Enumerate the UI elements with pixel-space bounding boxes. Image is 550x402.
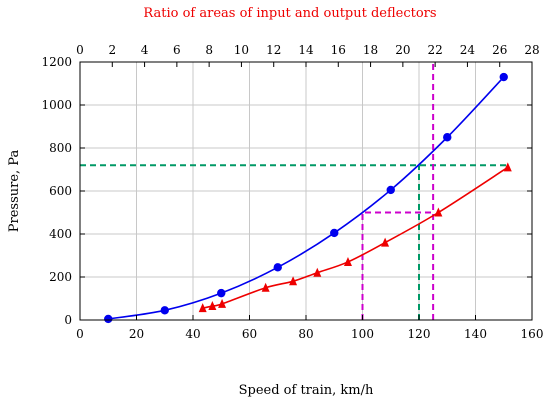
x-tick-label: 0 [76, 327, 84, 341]
top-tick-label: 18 [363, 43, 378, 57]
y-tick-label: 200 [49, 270, 72, 284]
x-tick-label: 120 [408, 327, 431, 341]
top-tick-label: 24 [460, 43, 476, 57]
tick-labels: 0 20 40 60 80 100 120 140 1600200400600800100012… [41, 43, 543, 341]
reference-lines [80, 62, 507, 320]
y-tick-label: 0 [64, 313, 72, 327]
y-tick-label: 600 [49, 184, 72, 198]
x-tick-label: 140 [464, 327, 487, 341]
top-tick-label: 12 [266, 43, 281, 57]
series-1-point [443, 133, 452, 142]
top-tick-label: 22 [428, 43, 443, 57]
x-tick-label: 100 [351, 327, 374, 341]
top-tick-label: 16 [331, 43, 346, 57]
series-1-point [104, 314, 113, 324]
top-tick-label: 4 [141, 43, 149, 57]
series-line-2 [202, 166, 509, 309]
top-axis-title: Ratio of areas of input and output defle… [143, 6, 436, 21]
series-1-point [273, 263, 282, 272]
top-tick-label: 20 [395, 43, 410, 57]
series-2-point [289, 276, 298, 286]
x-axis-title: Speed of train, km/h [239, 383, 374, 398]
series-2-point [503, 162, 512, 172]
series-1-point [330, 228, 339, 238]
y-tick-label: 1000 [41, 98, 72, 112]
x-tick-label: 60 [242, 327, 257, 341]
series-2-point [381, 237, 390, 247]
top-tick-label: 0 [76, 43, 84, 57]
y-axis-title: Pressure, Pa [7, 150, 22, 233]
series-2-point [434, 207, 443, 217]
series-2-point [198, 303, 207, 313]
x-tick-label: 160 [521, 327, 544, 341]
series-1-point [217, 288, 226, 298]
series-1-point [499, 72, 508, 82]
y-tick-label: 1200 [41, 55, 72, 69]
top-tick-label: 14 [298, 43, 314, 57]
series-1-point [160, 306, 169, 315]
y-tick-label: 400 [49, 227, 72, 241]
top-tick-label: 8 [205, 43, 213, 57]
series-1-point [386, 185, 395, 195]
series-layer [104, 72, 512, 324]
top-tick-label: 2 [108, 43, 116, 57]
top-tick-label: 10 [234, 43, 249, 57]
x-tick-label: 20 [129, 327, 144, 341]
x-tick-label: 80 [298, 327, 313, 341]
reference-line [361, 211, 434, 320]
grid [80, 62, 532, 320]
top-tick-label: 26 [492, 43, 507, 57]
series-2-point [261, 282, 270, 292]
series-2-point [208, 301, 217, 311]
series-2-point [218, 298, 227, 308]
x-tick-label: 40 [185, 327, 200, 341]
ticks [79, 61, 533, 321]
top-tick-label: 28 [524, 43, 539, 57]
top-tick-label: 6 [173, 43, 181, 57]
y-tick-label: 800 [49, 141, 72, 155]
series-2-point [343, 256, 352, 266]
series-2-point [313, 267, 322, 277]
